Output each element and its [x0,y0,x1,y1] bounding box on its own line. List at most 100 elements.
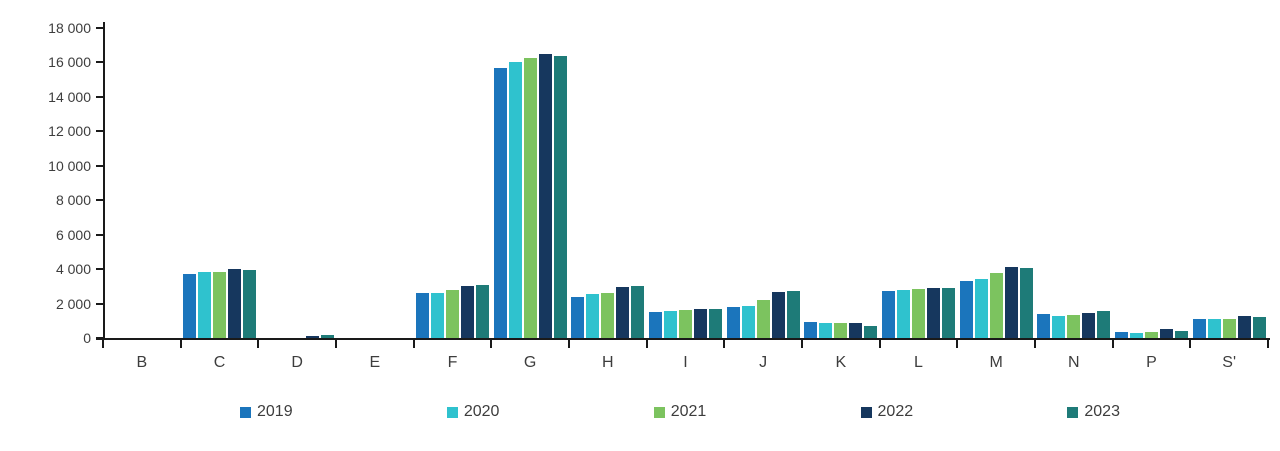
bar-2022-K [849,323,863,338]
legend-label: 2021 [670,403,707,420]
bar-2022-D [305,336,319,338]
bar-2020-G [508,62,522,338]
bar-2022-L [926,288,940,338]
bar-2021-F [445,290,459,338]
legend-item-2020: 2020 [446,403,500,421]
bar-2022-C [227,269,241,338]
bar-2022-M [1004,267,1018,338]
legend: 2019 2020 2021 2022 2023 [240,403,1120,421]
legend-item-2021: 2021 [653,403,707,421]
bar-2021-P [1144,332,1158,338]
legend-label: 2023 [1084,403,1120,420]
bar-2020-L [896,290,910,338]
category-label-E: E [369,354,381,371]
bar-2020-F [430,293,444,338]
bar-group-N [1035,28,1113,338]
category-label-P: P [1146,354,1157,371]
x-axis-tick [956,340,959,348]
category-label-N: N [1068,354,1080,371]
y-tick-label: 12 000 [48,123,91,140]
y-tick-label: 16 000 [48,54,91,71]
bar-2021-I [678,310,692,338]
category-label-C: C [213,354,226,371]
bar-group-L [880,28,958,338]
bar-2020-P [1129,333,1143,338]
bar-2023-N [1097,311,1111,338]
bar-2019-L [881,291,895,338]
bar-2022-H [616,287,630,338]
bar-2019-F [415,293,429,338]
y-tick-label: 10 000 [48,157,91,174]
bar-2019-C [182,274,196,338]
bar-2019-N [1037,314,1051,338]
y-axis-tick [96,199,103,202]
bar-2022-F [460,286,474,338]
bar-2021-J [756,300,770,338]
bar-2020-M [974,279,988,338]
y-axis-tick [96,268,103,271]
y-axis-tick [96,130,103,133]
legend-item-2023: 2023 [1067,403,1120,421]
bar-2023-M [1019,268,1033,338]
x-axis-tick [645,340,648,348]
bar-2023-D [320,335,334,338]
bar-2020-J [741,306,755,338]
bar-group-J [724,28,802,338]
x-axis-tick [568,340,570,348]
bar-2019-M [959,281,973,338]
x-axis-tick [878,340,881,348]
bar-2020-S [1207,319,1221,338]
category-label-B: B [136,354,148,371]
bar-group-C [181,28,259,338]
bar-2019-P [1114,332,1128,338]
category-label-S: S' [1222,354,1237,371]
x-axis-tick [1189,340,1192,348]
bar-group-P [1113,28,1191,338]
bar-2023-G [553,56,567,338]
bar-group-K [802,28,880,338]
y-axis-tick [96,302,103,305]
category-label-K: K [835,354,847,371]
bar-2023-J [786,291,800,338]
y-axis-tick [96,164,103,167]
bar-2020-H [586,294,600,338]
bar-2022-G [538,54,552,338]
bar-2023-C [242,270,256,338]
bar-2022-P [1159,329,1173,338]
y-tick-label: 6 000 [55,226,91,243]
bar-group-M [957,28,1035,338]
legend-swatch-icon [446,406,458,418]
x-axis-tick [102,340,104,348]
bar-2021-M [989,273,1003,338]
bar-2023-P [1174,331,1188,338]
y-tick-label: 0 [83,330,91,346]
bar-2019-S [1192,319,1206,338]
bar-2021-C [212,272,226,338]
bar-2021-H [601,293,615,338]
bar-group-B [103,28,181,338]
bar-2022-I [693,309,707,338]
category-label-L: L [914,354,923,371]
legend-swatch-icon [860,406,872,418]
legend-item-2019: 2019 [240,403,293,421]
x-axis [96,338,1270,340]
bar-2023-F [475,285,489,338]
y-axis-tick [96,27,103,29]
x-axis-tick [412,340,415,348]
bar-group-E [336,28,414,338]
bar-2019-H [571,297,585,338]
x-axis-tick [1111,340,1114,348]
legend-label: 2019 [257,403,293,420]
bar-2019-G [493,68,507,338]
category-label-J: J [759,354,768,371]
legend-swatch-icon [240,406,251,418]
legend-label: 2020 [463,403,500,420]
bar-2023-L [941,288,955,338]
y-axis-tick [96,233,103,236]
bar-2023-I [708,309,722,338]
y-tick-label: 2 000 [55,295,91,312]
x-axis-tick [801,340,803,348]
bar-2020-K [819,323,833,338]
x-axis-tick [179,340,182,348]
